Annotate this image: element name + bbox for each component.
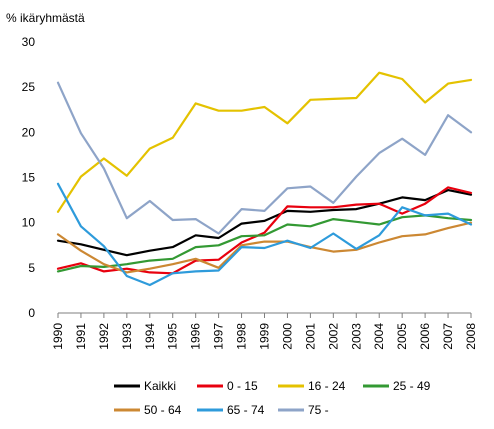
legend-label: 16 - 24 [308, 379, 346, 393]
y-tick-label: 0 [28, 306, 35, 320]
x-tick-label: 1992 [97, 323, 111, 350]
x-tick-label: 1999 [258, 323, 272, 350]
y-axis-label: % ikäryhmästä [6, 11, 85, 25]
legend-item: 75 - [278, 403, 329, 417]
x-tick-label: 2001 [303, 323, 317, 350]
legend: Kaikki 0 - 15 16 - 24 25 - 49 50 - 64 65 - 74… [114, 379, 431, 417]
series-line-3 [56, 214, 473, 273]
y-tick-label: 30 [22, 35, 36, 49]
x-tick-label: 1994 [143, 323, 157, 350]
series-line-6 [56, 81, 473, 235]
y-tick-label: 20 [22, 125, 36, 139]
x-tick-label: 1998 [235, 323, 249, 350]
legend-item: 65 - 74 [197, 403, 265, 417]
series-line-2 [56, 71, 473, 213]
legend-item: 16 - 24 [278, 379, 346, 393]
legend-label: 65 - 74 [227, 403, 265, 417]
x-tick-label: 2008 [464, 323, 478, 350]
y-tick-label: 5 [28, 261, 35, 275]
legend-item: Kaikki [114, 379, 176, 393]
x-tick-label: 2003 [349, 323, 363, 350]
x-axis: 1990 1991 1992 1993 1994 1995 1996 1997 1998 1999… [51, 312, 478, 350]
x-tick-label: 1990 [51, 323, 65, 350]
legend-label: 75 - [308, 403, 329, 417]
legend-label: 50 - 64 [144, 403, 182, 417]
y-axis: 0 5 10 15 20 25 30 [22, 35, 36, 320]
legend-label: 0 - 15 [227, 379, 258, 393]
x-tick-label: 2005 [395, 323, 409, 350]
legend-item: 0 - 15 [197, 379, 258, 393]
x-tick-label: 1996 [189, 323, 203, 350]
series-line-1 [56, 186, 473, 275]
x-tick-label: 1991 [74, 323, 88, 350]
y-tick-label: 15 [22, 171, 36, 185]
legend-item: 50 - 64 [114, 403, 182, 417]
y-tick-label: 10 [22, 216, 36, 230]
x-tick-label: 2000 [280, 323, 294, 350]
legend-label: Kaikki [144, 379, 176, 393]
x-tick-label: 2002 [326, 323, 340, 350]
legend-label: 25 - 49 [393, 379, 431, 393]
series-lines [56, 71, 473, 287]
series-line-5 [56, 182, 473, 287]
legend-item: 25 - 49 [363, 379, 431, 393]
x-tick-label: 2004 [372, 323, 386, 350]
x-tick-label: 1995 [166, 323, 180, 350]
x-tick-label: 1997 [212, 323, 226, 350]
x-tick-label: 1993 [120, 323, 134, 350]
series-line-4 [56, 221, 473, 274]
x-tick-label: 2007 [441, 323, 455, 350]
series-line-0 [56, 189, 473, 257]
y-tick-label: 25 [22, 80, 36, 94]
x-tick-label: 2006 [418, 323, 432, 350]
